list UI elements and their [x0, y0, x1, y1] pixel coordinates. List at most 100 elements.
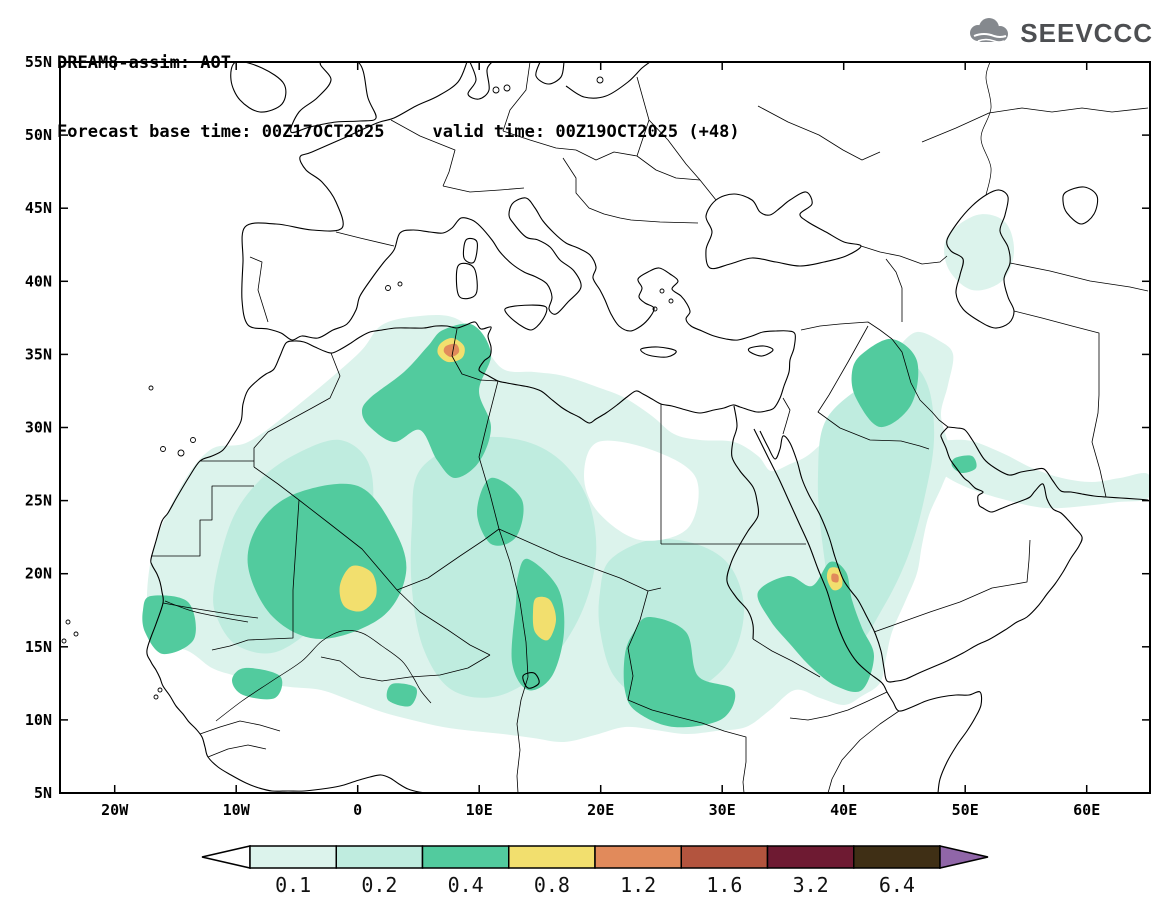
island-dot	[61, 638, 67, 644]
coastline-path	[146, 62, 796, 793]
aerosol-contour	[231, 667, 283, 700]
coastline-path	[290, 62, 377, 134]
coastline-path	[759, 426, 1083, 683]
coastline-path	[462, 237, 478, 264]
island-dot	[153, 694, 159, 700]
border-path	[396, 528, 500, 591]
lon-tick-label: 60E	[1073, 801, 1100, 819]
island-dot	[190, 437, 196, 443]
legend-segment	[249, 845, 337, 869]
title-block: DREAM8-assim: AOT Forecast base time: 00…	[57, 6, 740, 190]
forecast-base-time: Forecast base time: 00Z17OCT2025	[57, 122, 385, 142]
river-path	[980, 62, 992, 196]
lon-tick-label: 20E	[587, 801, 614, 819]
border-path	[782, 397, 791, 435]
border-path	[442, 185, 525, 193]
aerosol-contour	[386, 683, 417, 707]
island-dot	[503, 84, 511, 92]
island-dot	[596, 76, 604, 84]
lon-tick-label: 0	[353, 801, 362, 819]
coastline-path	[726, 405, 760, 640]
lon-tick-label: 10W	[223, 801, 251, 819]
border-path	[800, 321, 893, 340]
legend-value-label: 0.4	[448, 873, 484, 897]
legend-value-label: 0.8	[534, 873, 570, 897]
lat-tick-label: 50N	[25, 126, 52, 144]
island-dot	[148, 385, 154, 391]
logo-text: SEEVCCC	[1020, 17, 1153, 48]
border-path	[636, 155, 701, 181]
plot-subtitle: Forecast base time: 00Z17OCT2025 valid ti…	[57, 121, 740, 144]
island-dot	[659, 288, 665, 294]
border-path	[860, 245, 948, 265]
valid-time: valid time: 00Z19OCT2025 (+48)	[432, 122, 740, 142]
aerosol-contours	[142, 214, 1150, 743]
aot-colorbar: 0.1 0.2 0.4 0.8 1.2 1.6 3.2 6.4	[201, 845, 989, 897]
border-path	[207, 744, 267, 758]
lat-tick-label: 45N	[25, 199, 52, 217]
legend-value-label: 6.4	[879, 873, 915, 897]
aot-map: 55N 50N 45N 40N 35N 30N 25N 20N 15N 10N 5N 20W 10W 0 1…	[25, 53, 1151, 819]
island-dot	[65, 619, 71, 625]
coastline-path	[946, 189, 1015, 329]
border-path	[390, 119, 456, 187]
aerosol-contour	[951, 455, 977, 474]
border-path	[211, 499, 300, 651]
border-path	[253, 352, 341, 467]
border-path	[752, 638, 821, 678]
border-path	[827, 710, 900, 793]
aerosol-contour	[851, 338, 919, 428]
lat-tick-label: 15N	[25, 638, 52, 656]
aerosol-contour	[623, 617, 736, 728]
aerosol-contour	[443, 343, 460, 357]
legend-segment	[508, 845, 596, 869]
border-path	[359, 654, 491, 682]
lon-tick-label: 30E	[709, 801, 736, 819]
border-path	[817, 394, 930, 450]
legend-value-label: 0.1	[275, 873, 311, 897]
lat-tick-label: 25N	[25, 492, 52, 510]
island-dot	[397, 281, 403, 287]
aerosol-contour	[339, 565, 377, 612]
island-dot	[73, 631, 79, 637]
aerosol-contour	[362, 323, 492, 479]
legend-segment	[766, 845, 855, 869]
lat-tick-label: 35N	[25, 345, 52, 363]
border-path	[478, 380, 500, 530]
border-path	[249, 256, 269, 323]
aerosol-contour	[142, 595, 196, 655]
aerosol-contour	[477, 477, 524, 546]
border-path	[498, 528, 529, 678]
coastline-path	[455, 262, 478, 300]
border-path	[828, 325, 869, 396]
legend-segment	[680, 845, 769, 869]
legend-segment	[421, 845, 510, 869]
island-dot	[177, 449, 185, 457]
border-path	[627, 699, 747, 793]
border-path	[502, 130, 577, 151]
aerosol-contour	[944, 214, 1015, 291]
lon-tick-label: 10E	[466, 801, 493, 819]
border-path	[199, 720, 281, 735]
border-path	[789, 691, 888, 721]
aerosol-contour	[831, 573, 839, 583]
legend-value-label: 1.6	[706, 873, 742, 897]
border-path	[885, 258, 903, 322]
coastline-path	[705, 191, 862, 270]
legend-value-label: 3.2	[793, 873, 829, 897]
border-path	[891, 338, 949, 428]
island-dot	[652, 306, 658, 312]
coastline-path	[535, 62, 565, 85]
coastline-path	[467, 62, 493, 100]
border-path	[253, 466, 398, 591]
border-path	[335, 231, 395, 247]
border-path	[396, 589, 491, 656]
coastline-path	[565, 62, 651, 99]
aerosol-contour	[927, 439, 1150, 509]
border-path	[1013, 310, 1107, 498]
border-path	[162, 602, 259, 619]
aerosol-contour	[817, 361, 935, 644]
coastline-path	[1062, 186, 1099, 225]
lat-tick-label: 10N	[25, 711, 52, 729]
